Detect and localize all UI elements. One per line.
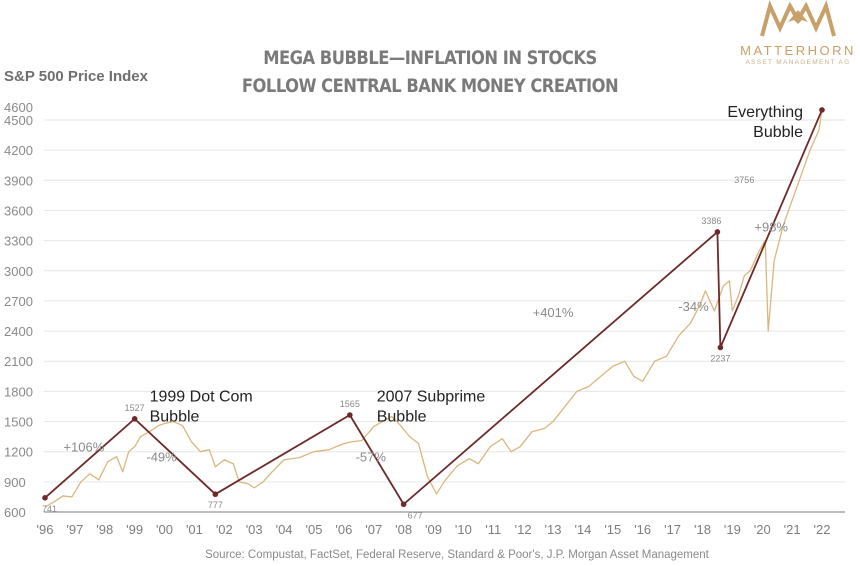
y-tick-label: 3600 [4, 203, 33, 218]
x-tick-label: '20 [754, 522, 771, 537]
x-tick-label: '14 [574, 522, 591, 537]
value-label: 1565 [340, 399, 360, 409]
mountain-logo-icon [760, 0, 836, 37]
x-tick-label: '13 [545, 522, 562, 537]
percent-change-label: -57% [356, 450, 387, 465]
y-tick-label: 900 [4, 475, 26, 490]
x-tick-label: '17 [664, 522, 681, 537]
x-tick-label: '11 [485, 522, 501, 537]
y-tick-label: 1200 [4, 445, 33, 460]
y-tick-label: 2700 [4, 294, 33, 309]
y-axis-label: S&P 500 Price Index [4, 68, 148, 85]
logo-subtitle: ASSET MANAGEMENT AG [745, 59, 851, 66]
value-label: 3756 [734, 175, 754, 185]
value-label: 777 [208, 500, 223, 510]
x-tick-label: '01 [186, 522, 203, 537]
trend-point [400, 501, 407, 508]
series-group [42, 107, 825, 508]
bubble-annotation: Bubble [753, 124, 803, 141]
x-tick-label: '98 [96, 522, 113, 537]
y-tick-label: 4200 [4, 143, 33, 158]
value-label: 1527 [125, 403, 145, 413]
percent-change-label: +106% [63, 440, 104, 455]
trend-point [717, 344, 724, 351]
bubble-annotation: 2007 Subprime [377, 388, 486, 405]
y-tick-label: 3900 [4, 173, 33, 188]
trend-point [714, 229, 721, 235]
y-tick-label: 600 [4, 505, 26, 520]
percent-change-label: +401% [533, 305, 574, 320]
x-tick-label: '18 [694, 522, 711, 537]
bubble-annotation: 1999 Dot Com [150, 388, 253, 405]
x-tick-label: '02 [216, 522, 233, 537]
y-tick-label: 3000 [4, 264, 33, 279]
x-tick-label: '00 [156, 522, 173, 537]
x-tick-label: '05 [305, 522, 322, 537]
y-tick-label: 4500 [4, 113, 33, 128]
x-tick-label: '08 [395, 522, 412, 537]
y-tick-label: 1500 [4, 415, 33, 430]
x-tick-label: '12 [515, 522, 532, 537]
y-axis-ticks: 600 900 1200 1500 1800 2100 2400 2700 3000 3300 36… [4, 100, 33, 520]
x-tick-label: '97 [66, 522, 83, 537]
value-label: 2237 [710, 353, 730, 363]
x-tick-label: '04 [276, 522, 293, 537]
bubble-annotation: Bubble [377, 408, 427, 425]
percent-change-label: -49% [146, 450, 177, 465]
x-tick-label: '21 [784, 522, 801, 537]
matterhorn-logo: MATTERHORN ASSET MANAGEMENT AG [736, 0, 860, 66]
sp500-index-line [44, 109, 823, 508]
x-tick-label: '99 [126, 522, 143, 537]
x-tick-label: '09 [425, 522, 442, 537]
trend-point [212, 491, 219, 498]
bubble-annotation: Bubble [150, 408, 200, 425]
x-axis-ticks: '96 '97 '98 '99 '00 '01 '02 '03 '04 '05 '06 '07 '08 '… [37, 522, 831, 537]
trend-point [819, 107, 825, 113]
trend-line [44, 109, 823, 506]
x-tick-label: '10 [455, 522, 472, 537]
percent-change-label: +98% [754, 220, 788, 235]
chart-title-block: MEGA BUBBLE—INFLATION IN STOCKS FOLLOW C… [232, 44, 628, 100]
y-tick-label: 4600 [4, 100, 33, 115]
x-tick-label: '16 [634, 522, 651, 537]
percent-change-label: -34% [678, 299, 709, 314]
x-tick-label: '22 [814, 522, 831, 537]
x-tick-label: '07 [365, 522, 382, 537]
x-tick-label: '06 [335, 522, 352, 537]
y-tick-label: 2100 [4, 354, 33, 369]
trend-point [347, 412, 353, 418]
trend-point [131, 416, 138, 422]
y-tick-label: 1800 [4, 384, 33, 399]
value-label: 741 [42, 504, 57, 514]
y-tick-label: 2400 [4, 324, 33, 339]
x-tick-label: '96 [37, 522, 54, 537]
x-tick-label: '03 [246, 522, 263, 537]
x-tick-label: '19 [724, 522, 741, 537]
chart-subtitle: FOLLOW CENTRAL BANK MONEY CREATION [241, 75, 619, 97]
value-label: 677 [408, 510, 423, 520]
value-label: 3386 [701, 216, 721, 226]
x-tick-label: '15 [604, 522, 621, 537]
chart-title: MEGA BUBBLE—INFLATION IN STOCKS [263, 47, 597, 69]
y-tick-label: 3300 [4, 234, 33, 249]
bubble-annotation: Everything [727, 104, 803, 121]
source-note: Source: Compustat, FactSet, Federal Rese… [205, 549, 709, 561]
trend-point [42, 495, 48, 501]
labels-group: 741 1527 777 1565 677 3386 3756 2237 +106% -49% -5… [42, 104, 803, 520]
grid-lines [44, 119, 845, 513]
logo-name: MATTERHORN [740, 43, 856, 58]
